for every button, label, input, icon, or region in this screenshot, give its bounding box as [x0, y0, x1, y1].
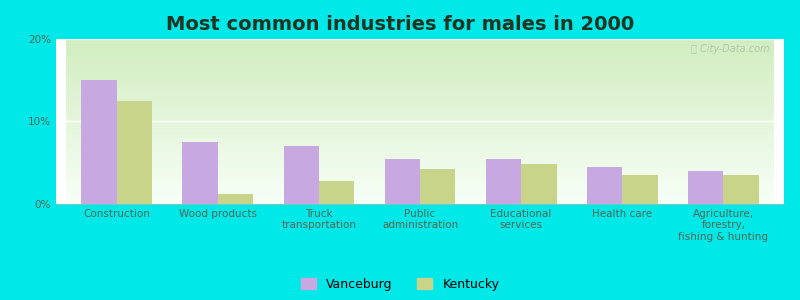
- Bar: [521, 164, 557, 204]
- Bar: [218, 194, 253, 204]
- Bar: [420, 169, 455, 204]
- Bar: [486, 159, 521, 204]
- Bar: [587, 167, 622, 204]
- Bar: [182, 142, 218, 204]
- Bar: [82, 80, 117, 204]
- Bar: [385, 159, 420, 204]
- Bar: [117, 101, 152, 204]
- Bar: [688, 171, 723, 204]
- Bar: [283, 146, 319, 204]
- Bar: [319, 181, 354, 204]
- Bar: [723, 175, 758, 204]
- Legend: Vanceburg, Kentucky: Vanceburg, Kentucky: [301, 278, 499, 291]
- Bar: [622, 175, 658, 204]
- Text: Most common industries for males in 2000: Most common industries for males in 2000: [166, 15, 634, 34]
- Text: ⓘ City-Data.com: ⓘ City-Data.com: [691, 44, 770, 54]
